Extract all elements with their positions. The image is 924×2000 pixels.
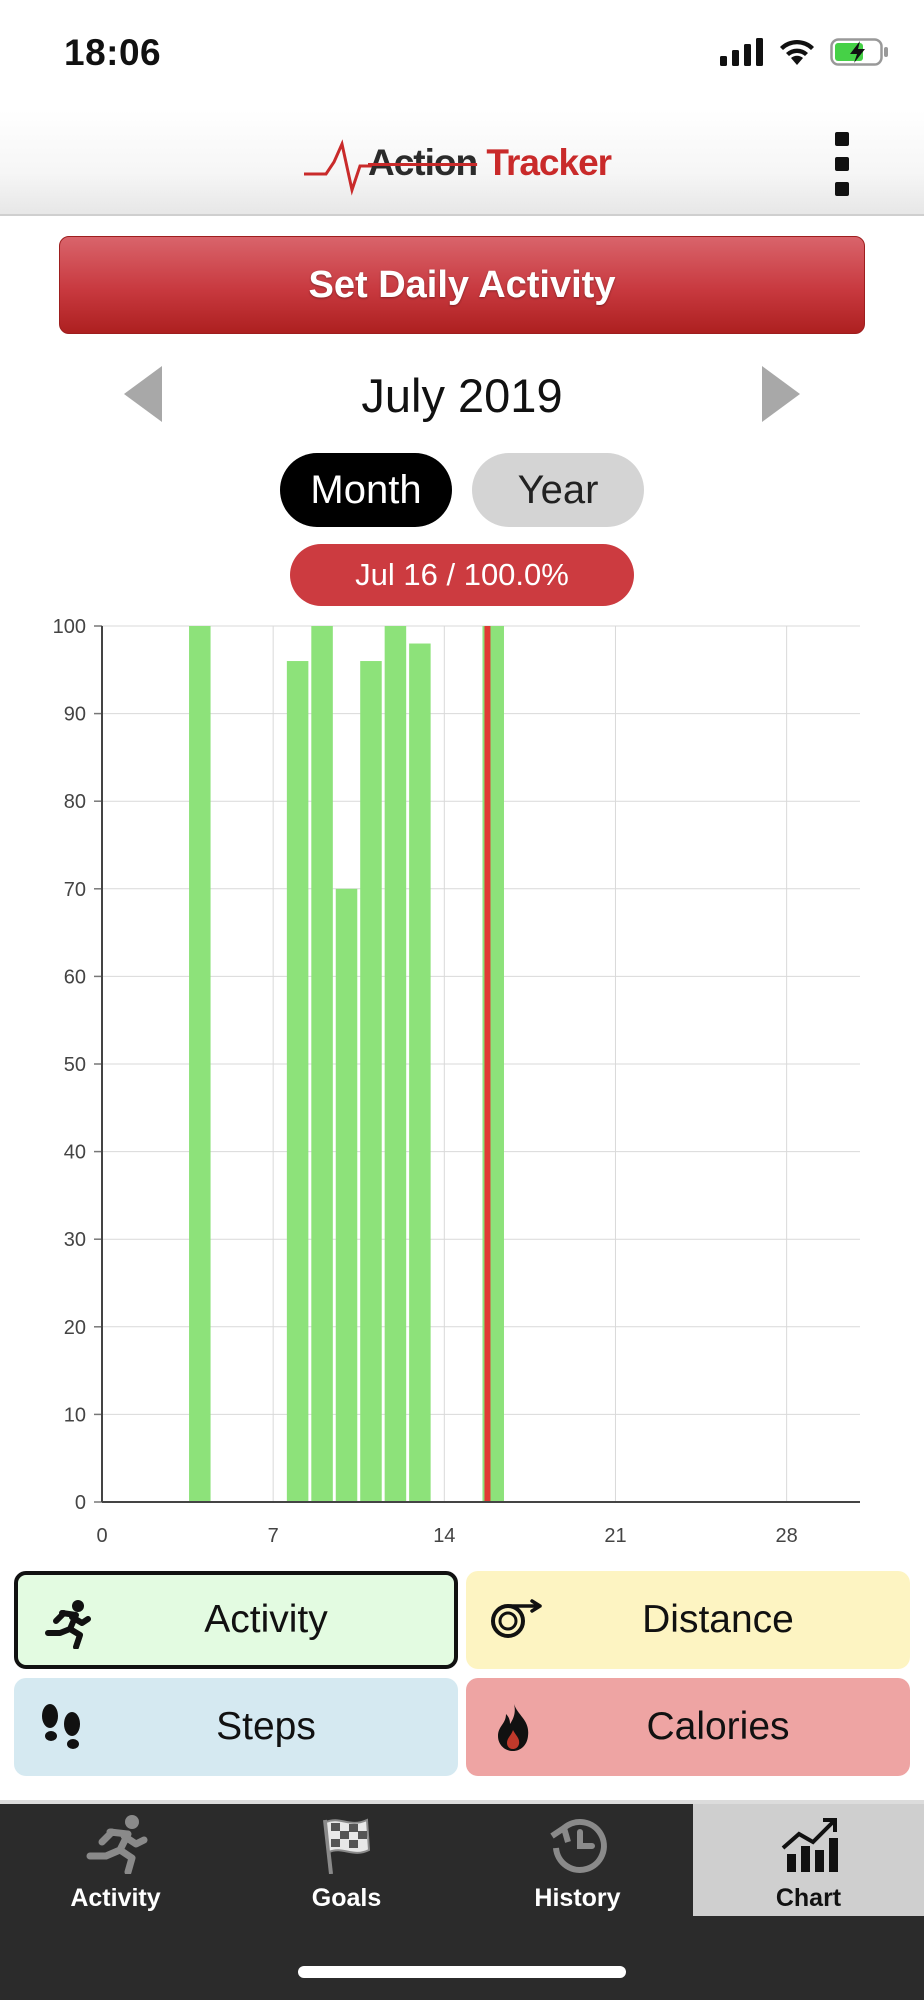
signal-icon <box>720 38 763 66</box>
toggle-month-button[interactable]: Month <box>280 453 452 527</box>
y-tick-label: 80 <box>64 791 86 813</box>
bar-day-9 <box>311 626 333 1502</box>
y-tick-label: 40 <box>64 1142 86 1164</box>
y-tick-label: 60 <box>64 966 86 988</box>
footprints-icon <box>42 1704 80 1749</box>
metric-calories-label: Calories <box>646 1705 790 1748</box>
toggle-year-button[interactable]: Year <box>472 453 644 527</box>
metric-steps-label: Steps <box>216 1705 316 1748</box>
logo-text: Action Tracker <box>368 142 612 184</box>
flame-icon <box>498 1704 529 1751</box>
x-tick-label: 14 <box>433 1525 455 1547</box>
growth-chart-icon <box>781 1818 838 1872</box>
status-time: 18:06 <box>64 32 162 73</box>
x-tick-label: 7 <box>268 1525 279 1547</box>
x-tick-label: 21 <box>604 1525 626 1547</box>
status-bar: 18:06 <box>0 0 924 110</box>
bar-day-11 <box>360 661 382 1502</box>
tab-chart[interactable]: Chart <box>693 1804 924 1916</box>
odometer-icon <box>491 1599 542 1638</box>
month-label: July 2019 <box>361 369 563 422</box>
metric-distance-label: Distance <box>642 1598 794 1641</box>
tab-history-label: History <box>534 1884 621 1912</box>
y-tick-label: 70 <box>64 879 86 901</box>
tab-activity-label: Activity <box>70 1884 161 1912</box>
bar-day-4 <box>189 626 211 1502</box>
tab-chart-label: Chart <box>775 1884 842 1912</box>
bar-day-13 <box>409 643 431 1502</box>
home-indicator[interactable] <box>298 1966 626 1978</box>
app-logo: Action Tracker <box>304 132 624 196</box>
running-icon <box>45 1600 91 1649</box>
wifi-icon <box>780 39 814 65</box>
y-tick-label: 10 <box>64 1404 86 1426</box>
tab-history[interactable]: History <box>462 1804 693 1916</box>
status-icons <box>720 38 890 66</box>
heartbeat-icon <box>304 139 374 196</box>
metric-activity-label: Activity <box>204 1598 328 1641</box>
x-tick-label: 28 <box>776 1525 798 1547</box>
tab-goals-label: Goals <box>311 1884 382 1912</box>
tab-activity[interactable]: Activity <box>0 1804 231 1916</box>
running-icon <box>86 1815 148 1874</box>
y-tick-label: 20 <box>64 1317 86 1339</box>
bar-day-8 <box>286 661 309 1502</box>
selected-day-marker <box>484 626 491 1502</box>
more-menu-icon[interactable] <box>832 132 852 196</box>
bar-day-10 <box>335 888 358 1502</box>
selected-day-badge: Jul 16 / 100.0% <box>290 544 634 606</box>
battery-charging-icon <box>830 38 888 66</box>
metric-steps-button[interactable]: Steps <box>14 1678 458 1776</box>
metric-distance-button[interactable]: Distance <box>466 1571 910 1669</box>
activity-bar-chart[interactable]: 0 10 20 30 40 50 60 70 80 90 100 0 7 14 21 28 <box>0 600 924 1560</box>
bar-day-12 <box>384 626 407 1502</box>
y-tick-label: 0 <box>75 1492 86 1514</box>
clock-history-icon <box>550 1819 607 1873</box>
x-tick-label: 0 <box>96 1525 107 1547</box>
app-header: Action Tracker <box>0 110 924 216</box>
previous-month-icon[interactable] <box>124 366 162 422</box>
metric-calories-button[interactable]: Calories <box>466 1678 910 1776</box>
metric-activity-button[interactable]: Activity <box>14 1571 458 1669</box>
y-tick-label: 50 <box>64 1054 86 1076</box>
tab-goals[interactable]: Goals <box>231 1804 462 1916</box>
logo-word-tracker: Tracker <box>486 142 612 183</box>
y-tick-label: 100 <box>53 616 86 638</box>
next-month-icon[interactable] <box>762 366 800 422</box>
y-tick-label: 30 <box>64 1229 86 1251</box>
set-daily-activity-button[interactable]: Set Daily Activity <box>59 236 865 334</box>
logo-word-action: Action <box>368 142 478 183</box>
checkered-flag-icon <box>323 1818 371 1874</box>
y-tick-label: 90 <box>64 704 86 726</box>
